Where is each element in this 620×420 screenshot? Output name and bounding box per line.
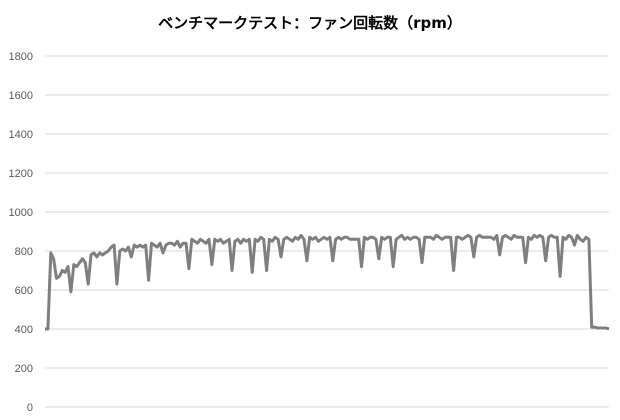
- y-tick-label: 1800: [9, 51, 33, 63]
- y-tick-label: 400: [15, 324, 33, 336]
- y-tick-label: 600: [15, 285, 33, 297]
- y-tick-label: 0: [27, 402, 33, 414]
- y-tick-label: 200: [15, 363, 33, 375]
- y-tick-label: 1600: [9, 90, 33, 102]
- y-tick-label: 1000: [9, 207, 33, 219]
- y-tick-label: 800: [15, 246, 33, 258]
- chart-title: ベンチマークテスト：ファン回転数（rpm）: [158, 14, 462, 32]
- y-tick-label: 1400: [9, 129, 33, 141]
- series-line: [45, 233, 610, 331]
- y-tick-label: 1200: [9, 168, 33, 180]
